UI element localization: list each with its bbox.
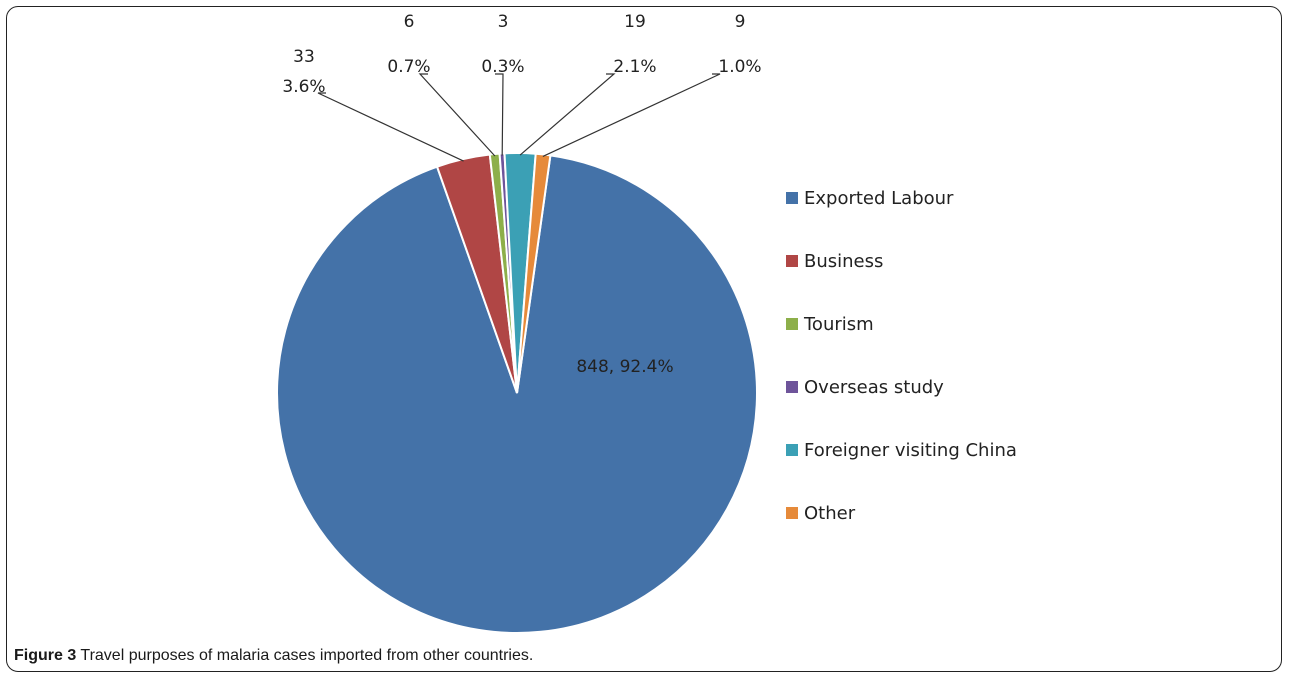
legend-label-foreigner-visiting-china: Foreigner visiting China bbox=[804, 440, 1017, 461]
slice-labels: 848, 92.4% 33 3.6% 6 0.7% 3 0.3% 19 2.1% 9 1.0% bbox=[282, 12, 761, 377]
slice-percent-business: 3.6% bbox=[282, 77, 325, 97]
leader-line-overseas-study bbox=[495, 73, 504, 156]
legend-swatch-other bbox=[786, 507, 798, 519]
legend: Exported Labour Business Tourism Overseas s… bbox=[786, 188, 1017, 524]
slice-value-business: 33 bbox=[293, 47, 315, 67]
legend-label-tourism: Tourism bbox=[803, 314, 874, 335]
slice-value-overseas-study: 3 bbox=[498, 12, 509, 32]
leader-line-other bbox=[542, 73, 721, 157]
figure-caption: Figure 3 Travel purposes of malaria case… bbox=[14, 647, 533, 665]
slice-value-other: 9 bbox=[735, 12, 746, 32]
legend-swatch-foreigner-visiting-china bbox=[786, 444, 798, 456]
pie-slice-exported-labour bbox=[276, 154, 758, 634]
caption-text: Travel purposes of malaria cases importe… bbox=[76, 647, 534, 664]
slice-value-tourism: 6 bbox=[404, 12, 415, 32]
legend-label-exported-labour: Exported Labour bbox=[804, 188, 954, 209]
legend-swatch-business bbox=[786, 255, 798, 267]
leader-line-foreigner-visiting-china bbox=[519, 73, 616, 156]
legend-swatch-exported-labour bbox=[786, 192, 798, 204]
slice-percent-tourism: 0.7% bbox=[387, 57, 430, 77]
pie-slices bbox=[276, 152, 758, 634]
slice-percent-overseas-study: 0.3% bbox=[481, 57, 524, 77]
leader-lines bbox=[317, 73, 721, 162]
leader-line-tourism bbox=[418, 73, 496, 157]
figure-number: Figure 3 bbox=[14, 647, 77, 664]
legend-label-overseas-study: Overseas study bbox=[804, 377, 944, 398]
slice-label-exported-labour: 848, 92.4% bbox=[576, 357, 673, 377]
legend-swatch-overseas-study bbox=[786, 381, 798, 393]
legend-swatch-tourism bbox=[786, 318, 798, 330]
slice-value-foreigner-visiting-china: 19 bbox=[624, 12, 646, 32]
slice-percent-foreigner-visiting-china: 2.1% bbox=[613, 57, 656, 77]
slice-percent-other: 1.0% bbox=[718, 57, 761, 77]
legend-label-other: Other bbox=[804, 503, 856, 524]
legend-label-business: Business bbox=[804, 251, 883, 272]
leader-line-business bbox=[317, 92, 464, 162]
pie-slice-other bbox=[516, 152, 552, 394]
